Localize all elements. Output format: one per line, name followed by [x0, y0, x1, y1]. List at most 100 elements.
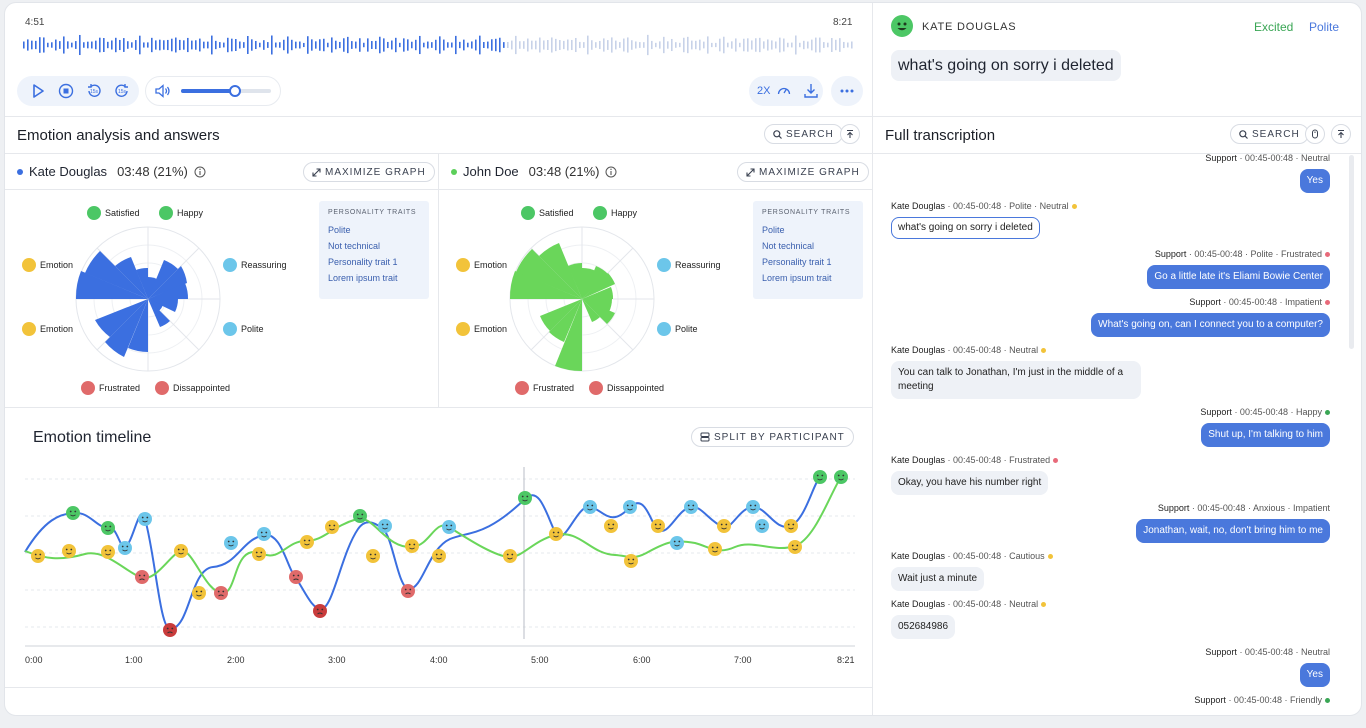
emotion-face-icon[interactable]: [755, 519, 769, 533]
info-icon[interactable]: [605, 166, 617, 178]
speed-gauge-icon[interactable]: [776, 83, 792, 99]
emotion-face-icon[interactable]: [670, 536, 684, 550]
emotion-face-icon[interactable]: [224, 536, 238, 550]
emotion-face-icon[interactable]: [834, 470, 848, 484]
waveform[interactable]: [23, 33, 855, 57]
emotion-face-icon[interactable]: [684, 500, 698, 514]
emotion-face-icon[interactable]: [651, 519, 665, 533]
emotion-face-icon[interactable]: [101, 545, 115, 559]
emotion-face-icon[interactable]: [518, 491, 532, 505]
emotion-face-icon[interactable]: [192, 586, 206, 600]
trait-item[interactable]: Lorem ipsum trait: [762, 273, 832, 283]
message-bubble[interactable]: Yes: [1299, 663, 1330, 687]
message-bubble[interactable]: What's going on, can I connect you to a …: [1091, 313, 1330, 337]
emotion-face-icon[interactable]: [325, 520, 339, 534]
emotion-face-icon[interactable]: [257, 527, 271, 541]
speed-button[interactable]: 2X: [757, 85, 771, 97]
trait-item[interactable]: Not technical: [762, 241, 815, 251]
info-icon[interactable]: [194, 166, 206, 178]
trait-item[interactable]: Polite: [328, 225, 351, 235]
message-bubble[interactable]: Shut up, I'm talking to him: [1201, 423, 1330, 447]
emotion-search-button[interactable]: SEARCH: [764, 124, 843, 144]
trait-item[interactable]: Lorem ipsum trait: [328, 273, 398, 283]
emotion-face-icon[interactable]: [378, 519, 392, 533]
emotion-face-icon[interactable]: [366, 549, 380, 563]
message-bubble[interactable]: Go a little late it's Eliami Bowie Cente…: [1147, 265, 1330, 289]
emotion-face-icon[interactable]: [214, 586, 228, 600]
trait-item[interactable]: Personality trait 1: [328, 257, 398, 267]
emotion-face-icon[interactable]: [708, 542, 722, 556]
emotion-face-icon[interactable]: [442, 520, 456, 534]
collapse-transcription-button[interactable]: [1331, 124, 1351, 144]
emotion-face-icon[interactable]: [583, 500, 597, 514]
emotion-face-icon[interactable]: [405, 539, 419, 553]
emotion-face-icon[interactable]: [313, 604, 327, 618]
emotion-face-icon[interactable]: [174, 544, 188, 558]
emotion-face-icon[interactable]: [813, 470, 827, 484]
waveform-bar: [683, 37, 685, 53]
emotion-face-icon[interactable]: [401, 584, 415, 598]
emotion-face-icon[interactable]: [784, 519, 798, 533]
emotion-face-icon[interactable]: [788, 540, 802, 554]
emotion-face-icon[interactable]: [138, 512, 152, 526]
emotion-face-icon[interactable]: [289, 570, 303, 584]
emotion-face-icon[interactable]: [135, 570, 149, 584]
trait-item[interactable]: Not technical: [328, 241, 381, 251]
waveform-bar: [567, 39, 569, 51]
more-button[interactable]: [831, 76, 863, 106]
waveform-bar: [839, 38, 841, 52]
emotion-face-icon[interactable]: [432, 549, 446, 563]
emotion-face-icon[interactable]: [66, 506, 80, 520]
maximize-graph-button-1[interactable]: MAXIMIZE GRAPH: [303, 162, 435, 182]
message-bubble[interactable]: Yes: [1299, 169, 1330, 193]
stop-button[interactable]: [53, 78, 79, 104]
participant-header-1: Kate Douglas 03:48 (21%): [17, 164, 206, 179]
emotion-face-icon[interactable]: [62, 544, 76, 558]
neutral-face-icon: [456, 322, 470, 336]
play-button[interactable]: [25, 78, 51, 104]
scrollbar-thumb[interactable]: [1349, 155, 1354, 349]
message-bubble[interactable]: Wait just a minute: [891, 567, 985, 591]
emotion-face-icon[interactable]: [746, 500, 760, 514]
emotion-face-icon[interactable]: [549, 527, 563, 541]
emotion-face-icon[interactable]: [623, 500, 637, 514]
volume-icon[interactable]: [154, 83, 172, 99]
message-bubble[interactable]: Jonathan, wait, no, don't bring him to m…: [1136, 519, 1330, 543]
emotion-face-icon[interactable]: [604, 519, 618, 533]
emotion-face-icon[interactable]: [503, 549, 517, 563]
trait-item[interactable]: Polite: [762, 225, 785, 235]
maximize-graph-button-2[interactable]: MAXIMIZE GRAPH: [737, 162, 869, 182]
emotion-face-icon[interactable]: [163, 623, 177, 637]
waveform-bar: [607, 40, 609, 50]
emotion-face-icon[interactable]: [717, 519, 731, 533]
message-bubble[interactable]: 052684986: [891, 615, 956, 639]
emotion-face-icon[interactable]: [101, 521, 115, 535]
message-bubble[interactable]: what's going on sorry i deleted: [891, 217, 1040, 239]
message-time: · 00:45-00:48: [945, 551, 1002, 561]
mouse-scroll-button[interactable]: [1305, 124, 1325, 144]
transcription-list[interactable]: Support · 00:45-00:48 · Neutral Yes Kate D…: [873, 154, 1361, 715]
collapse-emotion-button[interactable]: [840, 124, 860, 144]
emotion-face-icon[interactable]: [353, 509, 367, 523]
volume-knob[interactable]: [229, 85, 241, 97]
emotion-face-icon[interactable]: [624, 554, 638, 568]
volume-slider[interactable]: [181, 85, 271, 97]
emotion-face-icon[interactable]: [252, 547, 266, 561]
download-icon[interactable]: [802, 82, 820, 100]
emotion-face-icon[interactable]: [31, 549, 45, 563]
message-bubble[interactable]: You can talk to Jonathan, I'm just in th…: [891, 361, 1141, 399]
split-by-participant-button[interactable]: SPLIT BY PARTICIPANT: [691, 427, 854, 447]
label-disappointed: Dissappointed: [173, 383, 231, 393]
message-tag: · Polite: [1242, 249, 1273, 259]
rewind-button[interactable]: 15s: [81, 78, 107, 104]
message-meta: Kate Douglas · 00:45-00:48 · Neutral: [891, 599, 1047, 609]
message-bubble[interactable]: Okay, you have his number right: [891, 471, 1049, 495]
waveform-bar: [723, 36, 725, 54]
waveform-bar: [283, 39, 285, 51]
transcription-search-button[interactable]: SEARCH: [1230, 124, 1309, 144]
emotion-face-icon[interactable]: [118, 541, 132, 555]
forward-button[interactable]: 15s: [109, 78, 135, 104]
emotion-timeline-chart[interactable]: [5, 459, 872, 681]
emotion-face-icon[interactable]: [300, 535, 314, 549]
trait-item[interactable]: Personality trait 1: [762, 257, 832, 267]
